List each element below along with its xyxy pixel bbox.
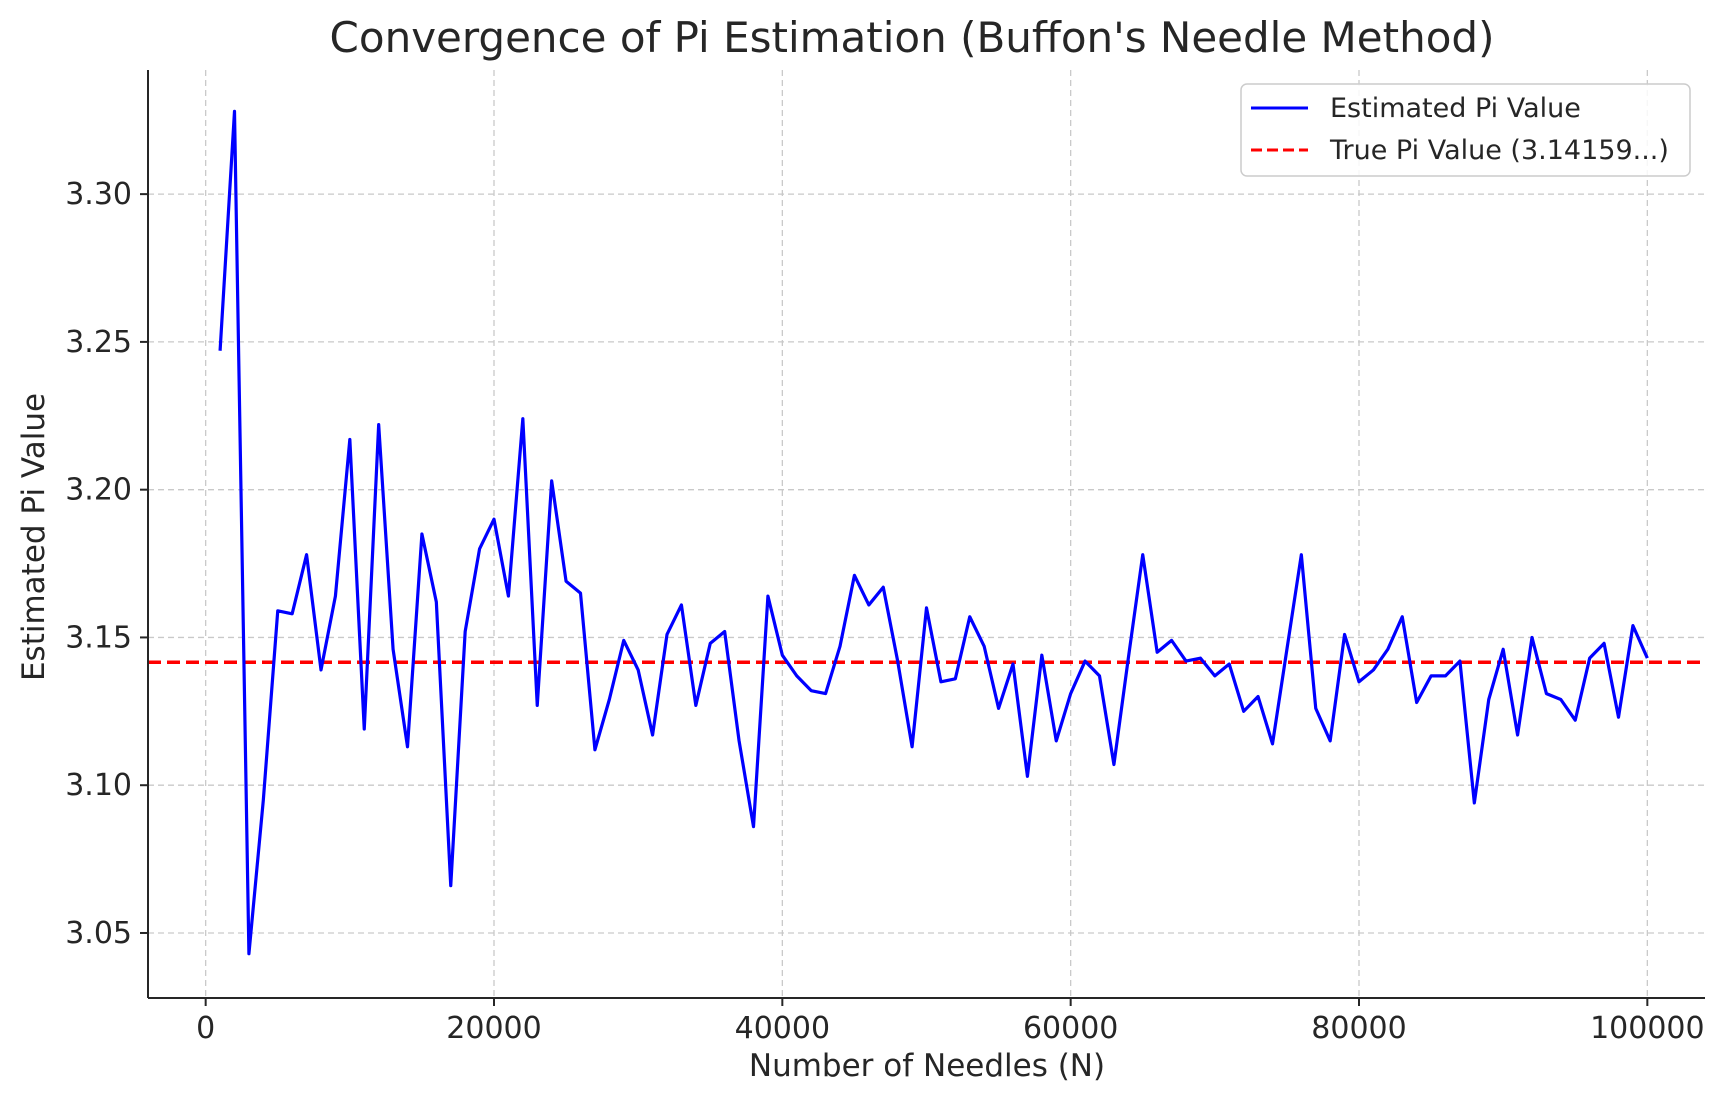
x-tick-label: 40000 [735, 1011, 830, 1046]
legend-box [1240, 83, 1691, 177]
y-axis-label: Estimated Pi Value [16, 393, 52, 681]
legend: Estimated Pi Value True Pi Value (3.1415… [1240, 83, 1691, 177]
x-tick-label: 0 [196, 1011, 215, 1046]
estimated-pi-line [218, 109, 1649, 956]
y-tick-label: 3.20 [65, 473, 132, 508]
plot-area [148, 109, 1705, 956]
axes: 0 20000 40000 60000 80000 100000 3.05 3.10 3.15 3… [65, 70, 1705, 1046]
grid-lines [148, 70, 1705, 998]
y-tick-label: 3.30 [65, 177, 132, 212]
x-axis-label: Number of Needles (N) [749, 1048, 1105, 1084]
x-tick-label: 100000 [1590, 1011, 1705, 1046]
x-tick-label: 60000 [1023, 1011, 1118, 1046]
legend-estimated-label: Estimated Pi Value [1330, 93, 1581, 124]
y-tick-label: 3.05 [65, 916, 132, 951]
x-tick-label: 20000 [446, 1011, 541, 1046]
legend-true-pi-label: True Pi Value (3.14159...) [1329, 135, 1669, 166]
y-tick-label: 3.25 [65, 325, 132, 360]
y-tick-label: 3.10 [65, 768, 132, 803]
chart-title: Convergence of Pi Estimation (Buffon's N… [330, 13, 1495, 62]
x-tick-label: 80000 [1311, 1011, 1406, 1046]
y-tick-label: 3.15 [65, 620, 132, 655]
